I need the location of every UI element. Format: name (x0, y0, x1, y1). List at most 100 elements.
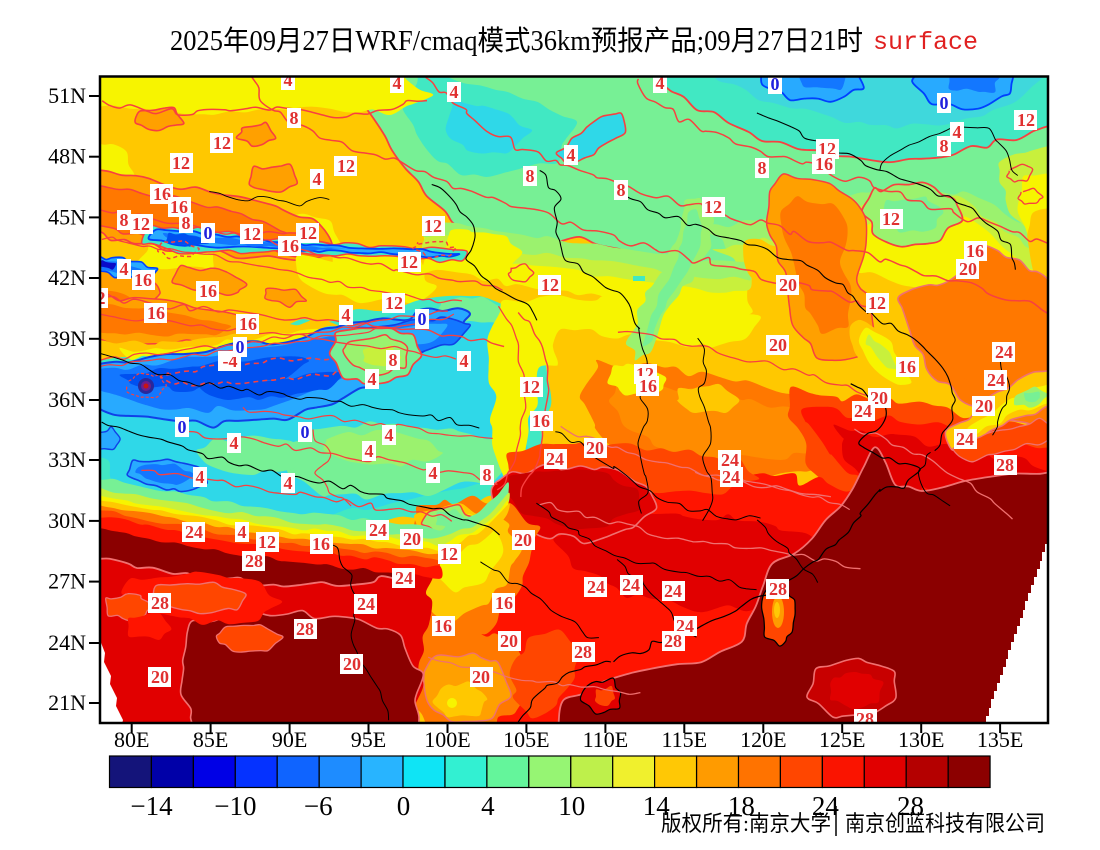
svg-text:12: 12 (704, 197, 722, 217)
svg-text:14: 14 (643, 791, 671, 821)
svg-text:12: 12 (400, 252, 418, 272)
svg-text:20: 20 (769, 335, 787, 355)
svg-text:16: 16 (966, 241, 984, 261)
svg-text:−14: −14 (130, 791, 173, 821)
svg-text:20: 20 (586, 438, 604, 458)
svg-text:36N: 36N (48, 387, 86, 412)
svg-text:24: 24 (546, 449, 564, 469)
svg-text:12: 12 (882, 209, 900, 229)
svg-text:16: 16 (815, 154, 833, 174)
svg-text:28: 28 (996, 455, 1014, 475)
svg-text:−10: −10 (214, 791, 256, 821)
svg-text:85E: 85E (193, 727, 228, 752)
svg-text:28: 28 (664, 631, 682, 651)
svg-text:28: 28 (897, 791, 924, 821)
svg-text:20: 20 (472, 667, 490, 687)
svg-text:4: 4 (313, 169, 322, 189)
svg-text:8: 8 (940, 136, 949, 156)
svg-text:18: 18 (728, 791, 755, 821)
svg-text:12: 12 (172, 153, 190, 173)
svg-text:12: 12 (213, 133, 231, 153)
svg-text:16: 16 (639, 376, 657, 396)
svg-text:0: 0 (204, 223, 213, 243)
svg-text:24: 24 (369, 520, 387, 540)
svg-text:12: 12 (258, 532, 276, 552)
svg-text:20: 20 (500, 631, 518, 651)
svg-text:12: 12 (868, 293, 886, 313)
svg-text:16: 16 (281, 236, 299, 256)
svg-text:16: 16 (134, 270, 152, 290)
svg-text:16: 16 (153, 184, 171, 204)
svg-text:21N: 21N (48, 690, 86, 715)
svg-text:0: 0 (940, 93, 949, 113)
svg-text:8: 8 (617, 180, 626, 200)
svg-text:4: 4 (656, 73, 665, 93)
svg-text:125E: 125E (819, 727, 865, 752)
svg-text:90E: 90E (272, 727, 307, 752)
svg-text:16: 16 (312, 534, 330, 554)
svg-text:24: 24 (664, 581, 682, 601)
svg-text:33N: 33N (48, 447, 86, 472)
svg-text:16: 16 (898, 357, 916, 377)
svg-text:4: 4 (450, 82, 459, 102)
svg-text:12: 12 (1017, 110, 1035, 130)
svg-text:0: 0 (771, 74, 780, 94)
svg-text:12: 12 (541, 275, 559, 295)
svg-text:4: 4 (238, 522, 247, 542)
svg-text:28: 28 (296, 619, 314, 639)
svg-text:120E: 120E (740, 727, 786, 752)
svg-text:24: 24 (854, 401, 872, 421)
svg-text:28: 28 (245, 551, 263, 571)
svg-text:16: 16 (170, 197, 188, 217)
svg-text:80E: 80E (114, 727, 149, 752)
svg-text:20: 20 (514, 530, 532, 550)
svg-text:20: 20 (779, 275, 797, 295)
svg-text:95E: 95E (351, 727, 386, 752)
svg-text:4: 4 (481, 791, 495, 821)
svg-text:28: 28 (856, 709, 874, 729)
svg-text:0: 0 (236, 337, 245, 357)
svg-text:4: 4 (284, 70, 293, 90)
svg-text:28: 28 (574, 642, 592, 662)
svg-text:24: 24 (185, 522, 203, 542)
svg-text:8: 8 (389, 350, 398, 370)
svg-text:24: 24 (587, 577, 605, 597)
svg-text:27N: 27N (48, 569, 86, 594)
svg-text:12: 12 (337, 156, 355, 176)
svg-text:4: 4 (953, 122, 962, 142)
svg-text:20: 20 (403, 529, 421, 549)
svg-text:28: 28 (769, 579, 787, 599)
svg-text:20: 20 (959, 259, 977, 279)
svg-text:8: 8 (758, 158, 767, 178)
svg-text:16: 16 (239, 314, 257, 334)
svg-text:10: 10 (558, 791, 585, 821)
svg-text:4: 4 (196, 467, 205, 487)
svg-text:45N: 45N (48, 204, 86, 229)
svg-text:4: 4 (284, 473, 293, 493)
svg-text:24: 24 (987, 370, 1005, 390)
svg-text:24: 24 (357, 594, 375, 614)
svg-text:12: 12 (424, 216, 442, 236)
svg-text:24N: 24N (48, 630, 86, 655)
svg-text:0: 0 (397, 791, 411, 821)
svg-text:16: 16 (434, 616, 452, 636)
svg-text:南京创蓝科技有限公司: 南京创蓝科技有限公司 (845, 811, 1045, 836)
svg-text:−6: −6 (304, 791, 333, 821)
svg-text:12: 12 (132, 214, 150, 234)
svg-text:28: 28 (151, 593, 169, 613)
svg-text:12: 12 (440, 544, 458, 564)
svg-text:24: 24 (622, 575, 640, 595)
svg-text:24: 24 (995, 342, 1013, 362)
svg-text:2025年09月27日WRF/cmaq模式36km预报产品;: 2025年09月27日WRF/cmaq模式36km预报产品;09月27日21时 (170, 25, 863, 57)
svg-text:48N: 48N (48, 144, 86, 169)
svg-text:4: 4 (365, 441, 374, 461)
svg-text:135E: 135E (977, 727, 1023, 752)
svg-text:8: 8 (483, 465, 492, 485)
svg-text:105E: 105E (503, 727, 549, 752)
svg-text:12: 12 (243, 224, 261, 244)
svg-text:24: 24 (812, 791, 840, 821)
svg-text:4: 4 (342, 305, 351, 325)
svg-text:12: 12 (522, 377, 540, 397)
svg-text:4: 4 (230, 433, 239, 453)
svg-text:8: 8 (290, 108, 299, 128)
